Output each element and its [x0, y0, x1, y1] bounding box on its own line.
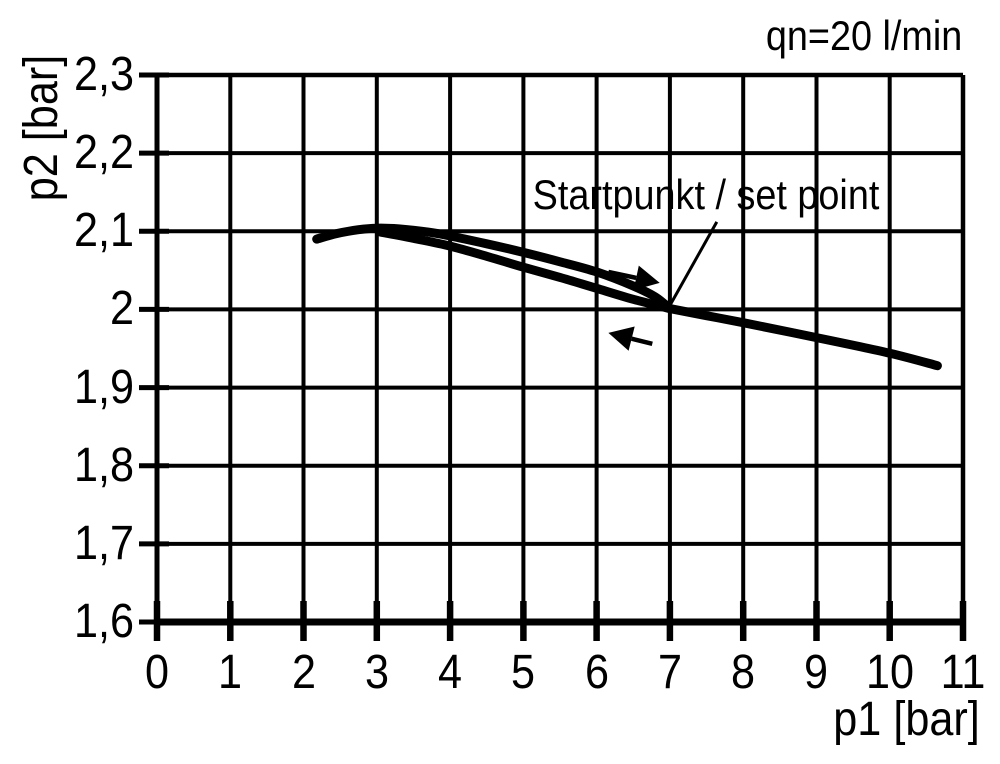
y-tick-label: 2,2 [73, 126, 134, 180]
flow-rate-caption: qn=20 l/min [765, 12, 962, 59]
x-axis-label: p1 [bar] [833, 693, 980, 746]
x-tick-label: 10 [865, 646, 914, 699]
x-tick-label: 5 [511, 646, 536, 699]
direction-arrow-right-shaft [607, 269, 637, 281]
direction-arrow-right-head [633, 265, 660, 291]
curve-hysteresis-upper-branch [312, 223, 675, 314]
y-tick-label: 1,7 [73, 516, 134, 570]
y-tick-label: 1,9 [73, 360, 134, 414]
x-tick-label: 8 [731, 646, 756, 699]
x-tick-label: 6 [584, 646, 609, 699]
y-tick-label: 2,1 [73, 204, 134, 258]
x-tick-label: 0 [144, 646, 170, 699]
direction-arrow-left-head [608, 326, 635, 351]
x-tick-label: 3 [364, 646, 389, 699]
x-tick-label: 2 [291, 646, 316, 699]
x-tick-label: 4 [438, 646, 463, 699]
curve-tail-after-set-point [665, 304, 942, 371]
y-tick-label: 1,6 [73, 595, 134, 648]
x-tick-label: 9 [804, 646, 829, 699]
x-tick-label: 1 [218, 646, 243, 699]
y-tick-label: 1,8 [73, 438, 134, 492]
y-tick-label: 2,3 [73, 48, 134, 101]
y-tick-label: 2 [109, 282, 134, 336]
set-point-leader-line [666, 221, 719, 311]
direction-arrow-left-shaft [631, 336, 653, 346]
set-point-annotation-label: Startpunkt / set point [532, 171, 880, 218]
x-tick-label: 7 [657, 646, 682, 699]
x-tick-label: 11 [940, 646, 986, 699]
curve-hysteresis-lower-branch [376, 227, 675, 314]
